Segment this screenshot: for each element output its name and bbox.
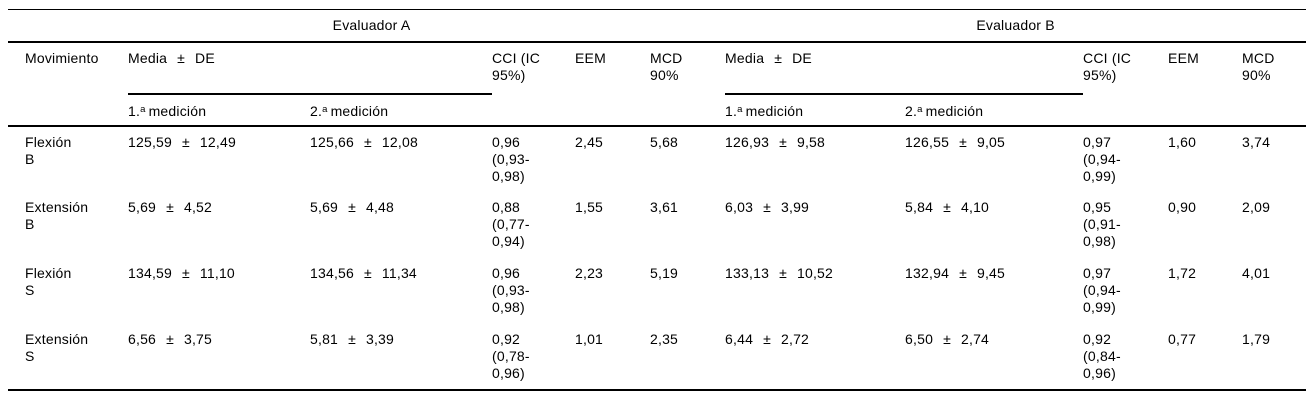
cell-b-cci: 0,97 (0,94-0,99) (1083, 134, 1121, 184)
plus-minus-symbol: ± (348, 199, 356, 215)
column-header-movimiento: Movimiento (25, 50, 99, 66)
cell-b-medicion2: 126,55 ±9,05 (905, 134, 1006, 150)
cell-a-mcd: 5,19 (650, 265, 679, 281)
cell-a-cci: 0,88 (0,77-0,94) (492, 199, 530, 249)
plus-minus-symbol: ± (774, 50, 783, 66)
de-label: DE (195, 50, 215, 66)
cell-b-medicion1: 6,03 ±3,99 (725, 199, 810, 215)
cell-a-eem: 1,55 (575, 199, 604, 215)
plus-minus-symbol: ± (959, 134, 967, 150)
cell-b-mcd: 2,09 (1242, 199, 1271, 215)
cell-b-mcd: 4,01 (1242, 265, 1271, 281)
column-header-media-de-b: Media ± DE (725, 42, 1084, 95)
cell-b-cci: 0,92 (0,84-0,96) (1083, 331, 1121, 381)
cell-a-medicion1: 6,56 ±3,75 (128, 331, 213, 347)
column-header-row: Movimiento Media ± DE CCI (IC 95%) EEM MCD… (8, 42, 1306, 95)
plus-minus-symbol: ± (364, 134, 372, 150)
de-label: DE (792, 50, 812, 66)
cell-b-medicion1: 6,44 ±2,72 (725, 331, 810, 347)
cell-b-cci: 0,97 (0,94-0,99) (1083, 265, 1121, 315)
table-row: Flexión B 125,59 ±12,49 125,66 ±12,08 0,96… (8, 126, 1306, 192)
evaluator-header-row: Evaluador A Evaluador B (8, 9, 1307, 43)
subheader-medicion-1-a: 1.a medición (128, 103, 207, 119)
plus-minus-symbol: ± (943, 199, 951, 215)
cell-a-medicion2: 134,56 ±11,34 (310, 265, 417, 281)
plus-minus-symbol: ± (182, 134, 190, 150)
cell-b-medicion1: 133,13 ±10,52 (725, 265, 834, 281)
cell-b-eem: 0,90 (1168, 199, 1197, 215)
cell-b-eem: 1,60 (1168, 134, 1197, 150)
media-label: Media (725, 50, 765, 66)
cell-a-mcd: 2,35 (650, 331, 679, 347)
cell-movimiento: Flexión B (25, 134, 72, 167)
media-label: Media (128, 50, 168, 66)
plus-minus-symbol: ± (779, 134, 787, 150)
cell-a-medicion1: 125,59 ±12,49 (128, 134, 236, 150)
cell-b-medicion2: 6,50 ±2,74 (905, 331, 990, 347)
cell-b-medicion1: 126,93 ±9,58 (725, 134, 826, 150)
plus-minus-symbol: ± (763, 331, 771, 347)
cell-b-medicion2: 132,94 ±9,45 (905, 265, 1006, 281)
plus-minus-symbol: ± (348, 331, 356, 347)
cell-b-medicion2: 5,84 ±4,10 (905, 199, 990, 215)
plus-minus-symbol: ± (364, 265, 372, 281)
cell-a-medicion2: 5,69 ±4,48 (310, 199, 395, 215)
table-row: Extensión S 6,56 ±3,75 5,81 ±3,39 0,92 (0,… (8, 324, 1307, 390)
column-header-eem-a: EEM (575, 50, 606, 66)
column-header-media-de-a: Media ± DE (128, 42, 492, 95)
cell-a-medicion1: 5,69 ±4,52 (128, 199, 213, 215)
cell-b-mcd: 3,74 (1242, 134, 1271, 150)
evaluator-header-spacer (8, 10, 128, 43)
cell-b-cci: 0,95 (0,91-0,98) (1083, 199, 1121, 249)
column-header-cci-b: CCI (IC 95%) (1083, 50, 1132, 83)
cell-movimiento: Extensión S (25, 331, 89, 364)
cell-a-eem: 2,23 (575, 265, 604, 281)
plus-minus-symbol: ± (763, 199, 771, 215)
evaluator-a-header: Evaluador A (332, 17, 411, 33)
plus-minus-symbol: ± (182, 265, 190, 281)
column-header-mcd-b: MCD 90% (1242, 50, 1275, 83)
subheader-medicion-1-b: 1.a medición (725, 103, 804, 119)
table-row: Flexión S 134,59 ±11,10 134,56 ±11,34 0,96… (8, 258, 1306, 324)
column-header-cci-a: CCI (IC 95%) (492, 50, 541, 83)
cell-a-medicion2: 5,81 ±3,39 (310, 331, 395, 347)
cell-a-medicion1: 134,59 ±11,10 (128, 265, 235, 281)
plus-minus-symbol: ± (177, 50, 186, 66)
cell-movimiento: Extensión B (25, 199, 89, 232)
subheader-medicion-2-b: 2.a medición (905, 103, 984, 119)
evaluator-b-header: Evaluador B (976, 17, 1055, 33)
cell-b-eem: 1,72 (1168, 265, 1197, 281)
cell-a-cci: 0,92 (0,78-0,96) (492, 331, 530, 381)
plus-minus-symbol: ± (166, 199, 174, 215)
column-header-eem-b: EEM (1168, 50, 1199, 66)
cell-b-eem: 0,77 (1168, 331, 1197, 347)
cell-a-mcd: 5,68 (650, 134, 679, 150)
plus-minus-symbol: ± (166, 331, 174, 347)
subheader-medicion-2-a: 2.a medición (310, 103, 389, 119)
cell-b-mcd: 1,79 (1242, 331, 1271, 347)
column-header-mcd-a: MCD 90% (650, 50, 683, 83)
cell-movimiento: Flexión S (25, 265, 72, 298)
table-row: Extensión B 5,69 ±4,52 5,69 ±4,48 0,88 (0,… (8, 192, 1306, 258)
plus-minus-symbol: ± (959, 265, 967, 281)
cell-a-cci: 0,96 (0,93-0,98) (492, 265, 530, 315)
cell-a-cci: 0,96 (0,93-0,98) (492, 134, 530, 184)
plus-minus-symbol: ± (943, 331, 951, 347)
cell-a-medicion2: 125,66 ±12,08 (310, 134, 418, 150)
plus-minus-symbol: ± (779, 265, 787, 281)
reliability-results-table: Evaluador A Evaluador B Movimiento Media… (8, 9, 1307, 391)
cell-a-mcd: 3,61 (650, 199, 679, 215)
cell-a-eem: 2,45 (575, 134, 604, 150)
cell-a-eem: 1,01 (575, 331, 604, 347)
